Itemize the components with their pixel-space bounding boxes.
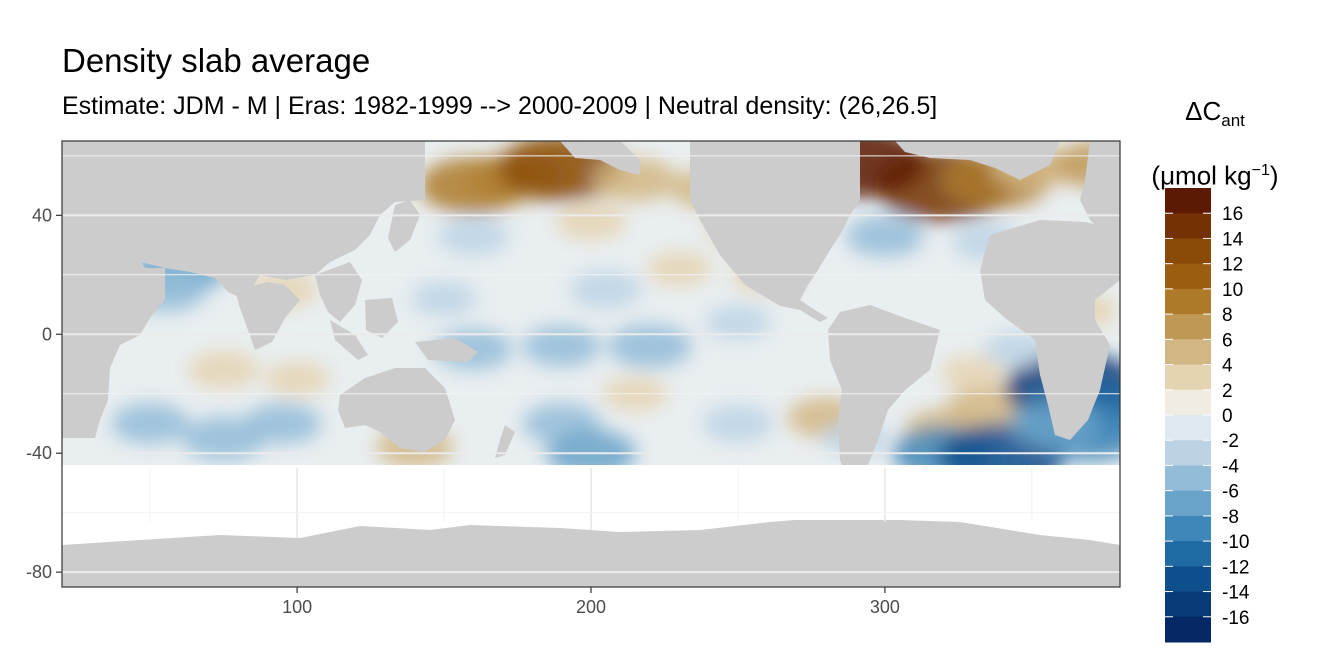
anomaly-cell	[593, 157, 677, 202]
land-borneo	[365, 298, 398, 338]
chart-subtitle: Estimate: JDM - M | Eras: 1982-1999 --> …	[62, 92, 938, 120]
anomaly-cell	[846, 215, 924, 257]
x-axis: 100 200 300	[282, 587, 900, 617]
colorbar-swatch	[1165, 591, 1211, 618]
colorbar-swatch	[1165, 389, 1211, 416]
land-alaska	[560, 141, 640, 175]
colorbar-swatch	[1165, 188, 1211, 214]
colorbar-label: 2	[1222, 381, 1233, 402]
anomaly-cell	[264, 361, 330, 397]
gridlines-over-nodata	[62, 155, 1120, 574]
colorbar-label: 14	[1222, 229, 1244, 250]
colorbar-swatch	[1165, 415, 1211, 441]
anomaly-cell	[569, 270, 642, 309]
land-japan	[388, 200, 420, 252]
land-north-asia	[62, 141, 425, 300]
anomaly-cell	[437, 217, 510, 255]
colorbar-swatch	[1165, 213, 1211, 239]
colorbar-label: 4	[1222, 356, 1233, 377]
colorbar-label: 6	[1222, 330, 1233, 351]
colorbar-swatch	[1165, 339, 1211, 366]
anomaly-cell	[705, 305, 771, 340]
land-greenland	[895, 141, 1060, 180]
anomaly-cell	[187, 351, 260, 389]
anomaly-cell	[702, 404, 774, 443]
land-australia	[338, 368, 455, 452]
legend-title: ΔCant (μmol kg−1)	[1150, 86, 1280, 201]
anomaly-cell	[607, 324, 692, 369]
land-north-america	[690, 141, 860, 305]
legend-unit-exponent: −1	[1251, 162, 1270, 180]
colorbar-label: -2	[1222, 431, 1239, 452]
colorbar-swatch	[1165, 263, 1211, 290]
colorbar-swatch	[1165, 490, 1211, 517]
legend-subscript: ant	[1221, 111, 1245, 131]
x-tick-label: 200	[576, 597, 606, 617]
land-new-guinea	[415, 338, 478, 362]
anomaly-cell	[555, 202, 627, 241]
colorbar-label: -14	[1222, 583, 1250, 604]
land-new-zealand	[495, 425, 515, 458]
y-tick-label: 0	[42, 324, 52, 344]
land-south-america	[828, 305, 940, 498]
colorbar-swatch	[1165, 566, 1211, 593]
colorbar-label: -6	[1222, 482, 1239, 503]
legend-unit: (μmol kg	[1151, 160, 1252, 191]
chart-title: Density slab average	[62, 42, 371, 79]
y-tick-label: -80	[26, 562, 52, 582]
land-india	[235, 282, 300, 350]
colorbar-label: 0	[1222, 406, 1233, 427]
colorbar-label: -8	[1222, 507, 1239, 528]
colorbar-swatch	[1165, 541, 1211, 567]
land	[62, 141, 1120, 587]
x-tick-label: 300	[870, 597, 900, 617]
anomaly-cell	[522, 325, 601, 367]
colorbar-swatch	[1165, 314, 1211, 340]
land-antarctica	[62, 515, 1120, 587]
anomaly-cell	[984, 331, 1050, 367]
colorbar-swatch	[1165, 440, 1211, 466]
colorbar-label: 8	[1222, 305, 1233, 326]
colorbar-swatch	[1165, 465, 1211, 492]
colorbar-label: 12	[1222, 255, 1243, 276]
anomaly-cell	[111, 403, 189, 444]
legend-symbol: ΔC	[1185, 96, 1222, 126]
colorbar: 16 14 12 10 8 6 4 2 0 -2 -4 -6 -8 -10 -12 -14 -16	[1165, 188, 1250, 643]
colorbar-label: 10	[1222, 280, 1243, 301]
x-tick-label: 100	[282, 597, 312, 617]
colorbar-swatch	[1165, 515, 1211, 542]
y-tick-label: 40	[32, 205, 52, 225]
colorbar-label: -12	[1222, 557, 1249, 578]
colorbar-swatch	[1165, 288, 1211, 315]
y-tick-label: -40	[26, 443, 52, 463]
anomaly-cell	[940, 355, 1006, 391]
y-axis: 40 0 -40 -80	[26, 205, 62, 582]
legend-unit-close: )	[1269, 160, 1279, 191]
colorbar-label: -4	[1222, 456, 1239, 477]
anomaly-cell	[411, 281, 477, 316]
land-central-america	[770, 300, 828, 322]
colorbar-label: 16	[1222, 204, 1243, 225]
colorbar-swatch	[1165, 364, 1211, 391]
colorbar-label: -10	[1222, 532, 1249, 553]
land-southeast-asia	[315, 262, 362, 322]
land-arabia-africa	[62, 240, 165, 438]
colorbar-label: -16	[1222, 608, 1249, 629]
anomaly-cell	[646, 251, 712, 287]
anomaly-cell	[243, 403, 322, 444]
colorbar-swatch	[1165, 616, 1211, 643]
colorbar-swatch	[1165, 238, 1211, 265]
land-sumatra	[330, 320, 368, 360]
